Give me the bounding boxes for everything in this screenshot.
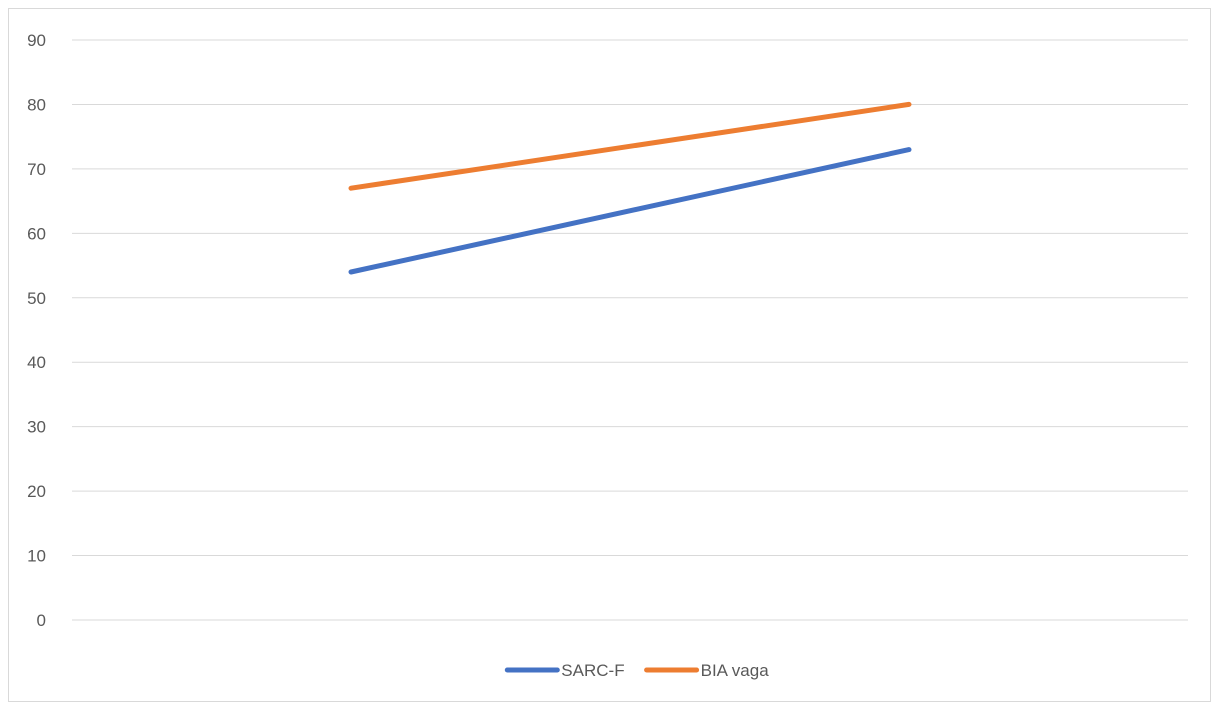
y-tick-label: 90 <box>27 31 46 50</box>
y-tick-label: 0 <box>37 611 46 630</box>
y-tick-label: 30 <box>27 418 46 437</box>
series-line-bia-vaga <box>348 101 912 191</box>
chart-area <box>8 8 1211 702</box>
series-line-sarc-f <box>348 147 912 275</box>
legend: SARC-F BIA vaga <box>504 661 770 680</box>
y-tick-label: 10 <box>27 547 46 566</box>
y-axis-tick-labels: 0 10 20 30 40 50 60 70 80 90 <box>27 31 46 630</box>
legend-label: SARC-F <box>561 661 624 680</box>
y-tick-label: 50 <box>27 289 46 308</box>
legend-item-bia-vaga: BIA vaga <box>644 661 770 680</box>
gridlines <box>72 39 1188 621</box>
series-lines <box>348 101 912 275</box>
y-tick-label: 60 <box>27 224 46 243</box>
legend-label: BIA vaga <box>701 661 770 680</box>
y-tick-label: 20 <box>27 482 46 501</box>
y-tick-label: 40 <box>27 353 46 372</box>
legend-item-sarc-f: SARC-F <box>504 661 625 680</box>
y-tick-label: 70 <box>27 160 46 179</box>
y-tick-label: 80 <box>27 95 46 114</box>
